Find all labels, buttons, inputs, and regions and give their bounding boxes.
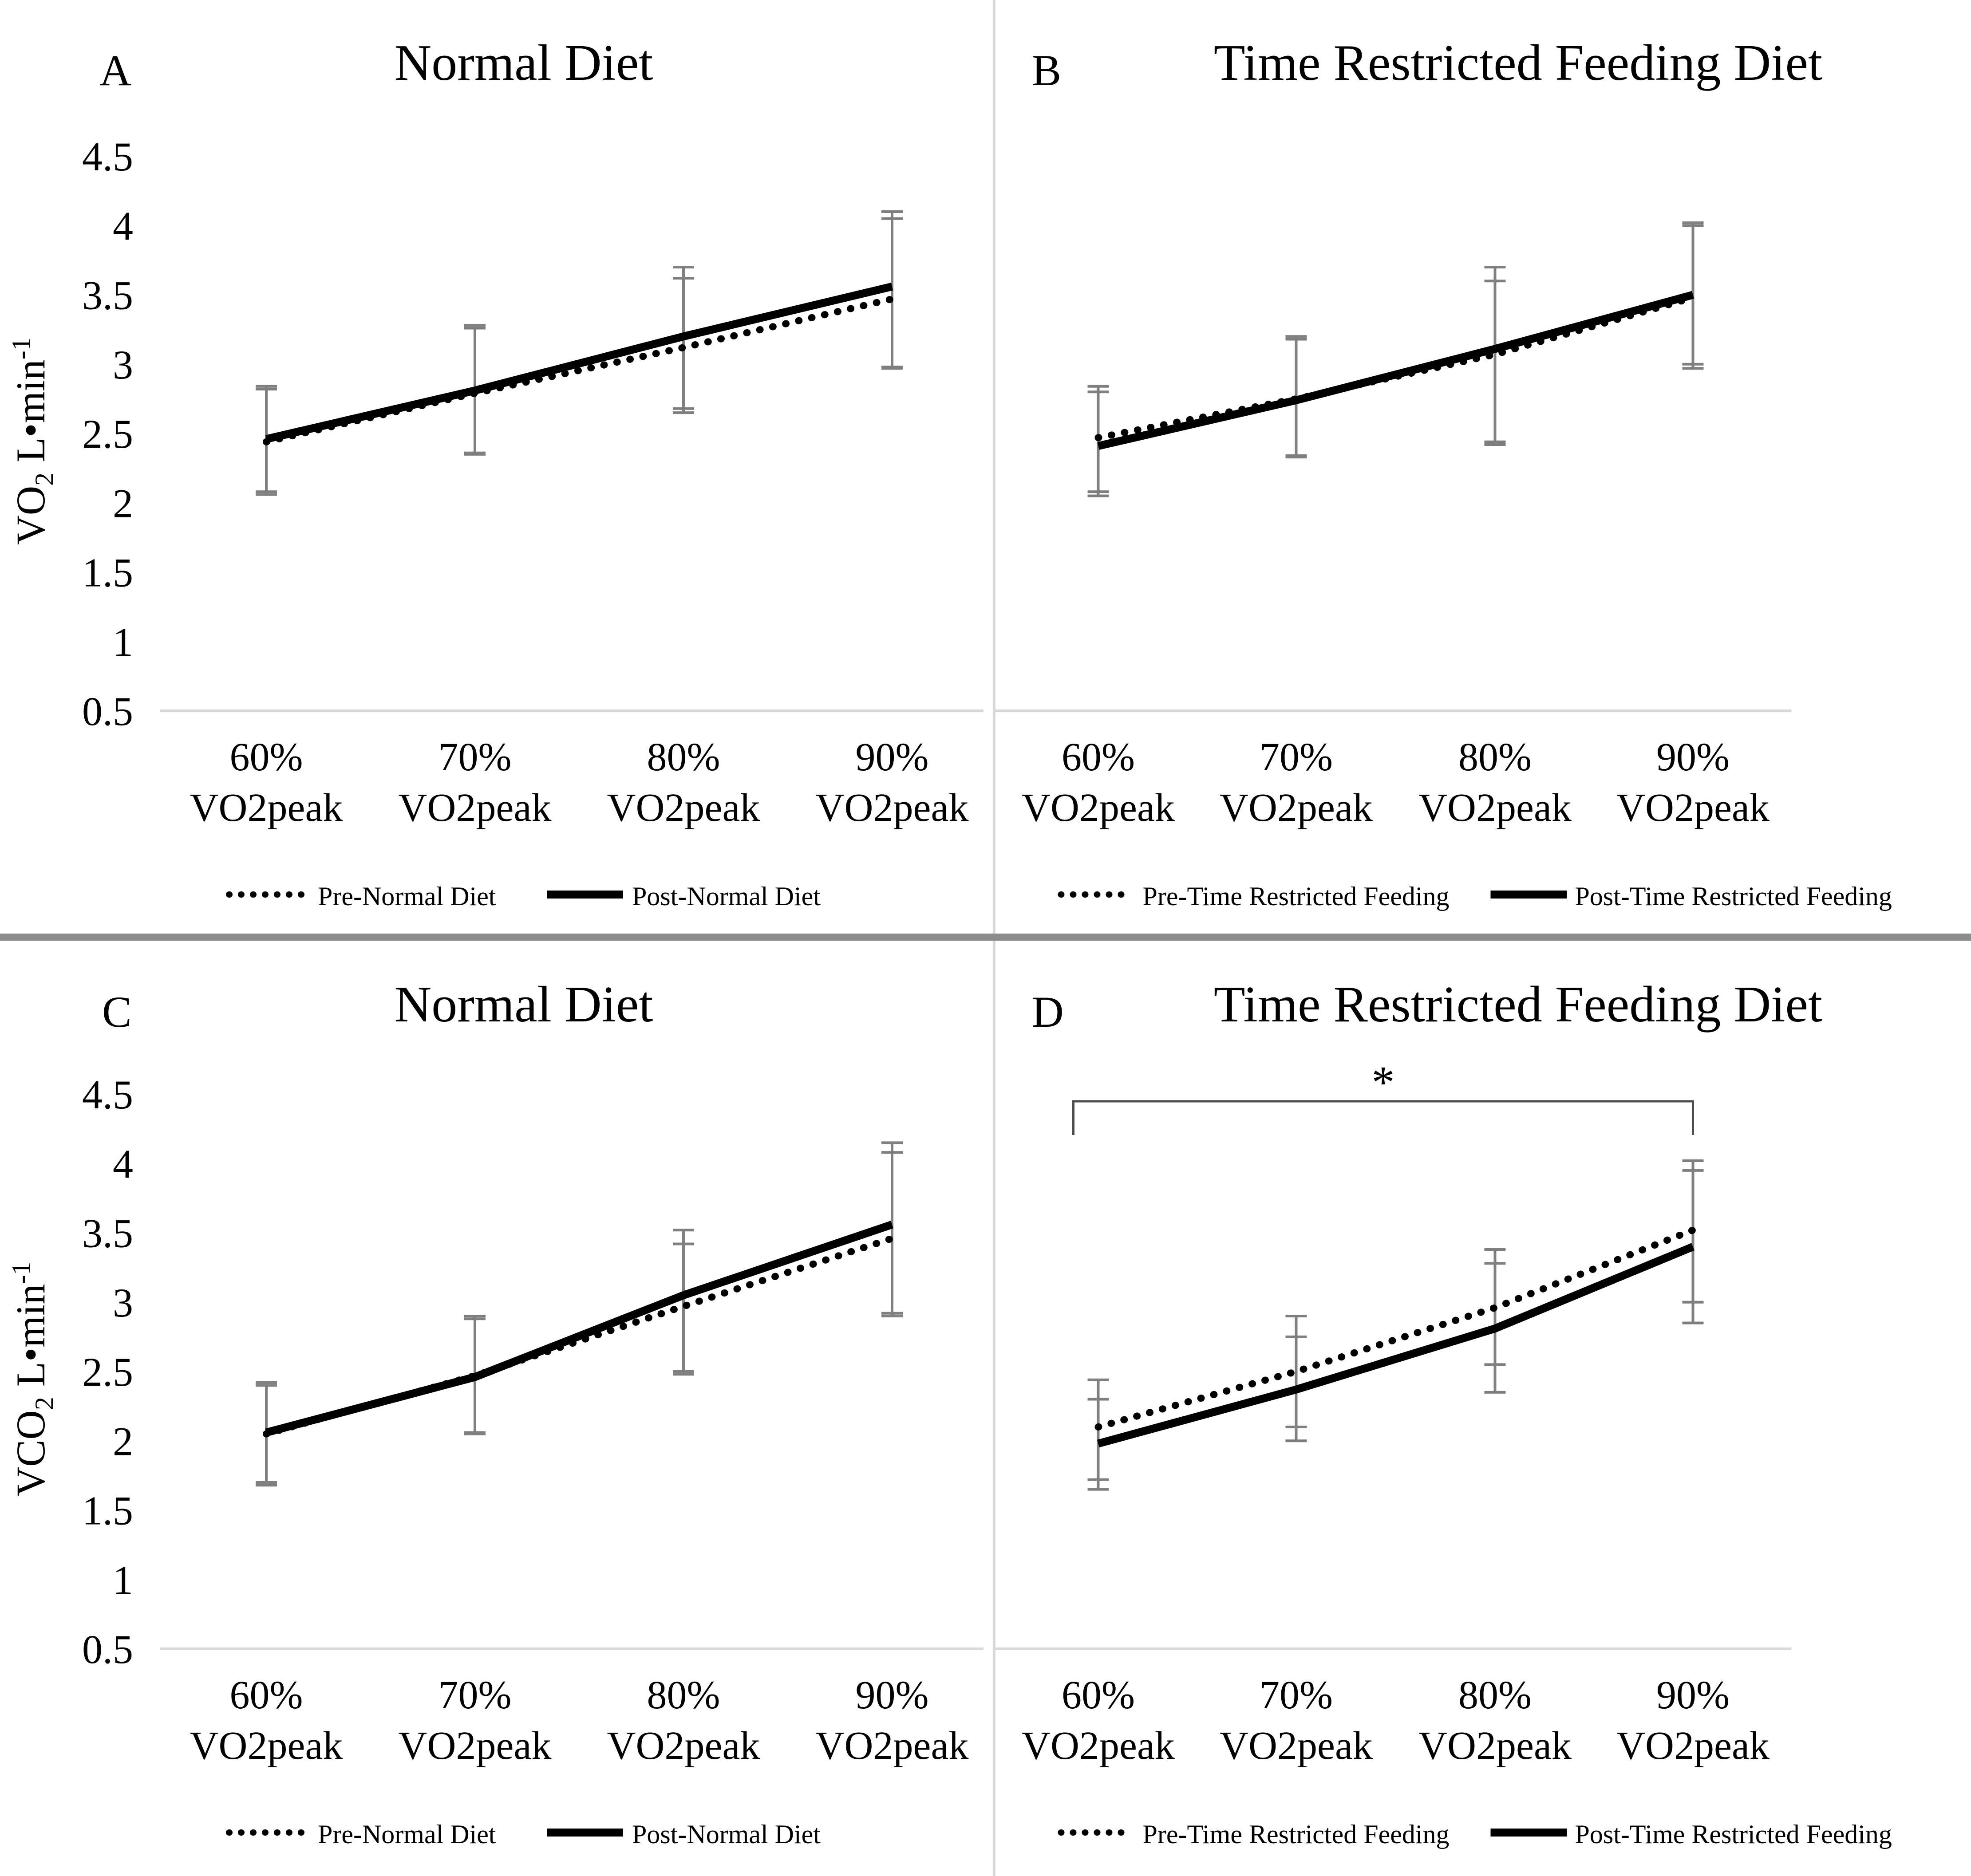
x-tick-label-intensity: 80% [647,1673,720,1717]
x-tick-label-intensity: 70% [438,735,512,779]
panel-d-plot: D Time Restricted Feeding Diet 60% VO2pea… [994,976,1892,1849]
horizontal-panel-divider [0,934,1971,941]
post-series-line [1097,1243,1695,1448]
chart-area: 60% VO2peak 70% VO2peak 80% VO2peak 90% VO2peak… [994,221,1892,911]
panel-label: A [99,46,131,95]
x-tick-label-intensity: 60% [230,735,303,779]
x-tick-label-intensity: 60% [230,1673,303,1717]
panel-label: D [1032,987,1064,1037]
panel-b-vo2-trf-diet: B Time Restricted Feeding Diet 60% VO2pea… [985,0,1971,938]
y-tick-label: 3 [113,342,133,387]
post-series-line [1097,291,1694,450]
legend-pre-label: Pre-Time Restricted Feeding [1143,882,1450,911]
panel-title: Time Restricted Feeding Diet [1214,976,1822,1033]
y-tick-label: 2 [113,1419,133,1464]
panel-b-plot: B Time Restricted Feeding Diet 60% VO2pea… [994,35,1892,911]
y-axis-title: VO2 L•min-1 [7,337,59,544]
y-tick-label: 4 [113,203,133,248]
y-tick-label: 3.5 [82,1211,133,1256]
x-tick-label-vo2peak: VO2peak [399,1724,552,1768]
y-tick-label: 4.5 [82,1072,133,1117]
legend-pre-label: Pre-Time Restricted Feeding [1143,1820,1450,1849]
legend-pre-label: Pre-Normal Diet [318,1820,496,1849]
post-series-line [265,282,893,443]
x-tick-label-intensity: 90% [856,735,929,779]
legend-post-label: Post-Time Restricted Feeding [1575,1820,1892,1849]
x-tick-label-intensity: 90% [1656,735,1730,779]
x-tick-label-vo2peak: VO2peak [816,786,969,830]
chart-area: 0.5 1 1.5 2 2.5 3 3.5 4 4.5 VO2 L•min-1 60% VO2peak… [7,134,984,911]
x-tick-label-intensity: 60% [1062,735,1135,779]
significance-bracket [1072,1100,1694,1135]
x-tick-label-vo2peak: VO2peak [190,1724,343,1768]
y-tick-label: 3 [113,1280,133,1325]
x-tick-label-intensity: 60% [1062,1673,1135,1717]
y-tick-label: 3.5 [82,273,133,318]
x-tick-label-vo2peak: VO2peak [607,1724,760,1768]
y-tick-label: 1.5 [82,1488,133,1533]
x-tick-label-intensity: 80% [647,735,720,779]
x-tick-label-vo2peak: VO2peak [1220,786,1373,830]
x-tick-label-vo2peak: VO2peak [1616,786,1770,830]
x-tick-label-intensity: 70% [1260,1673,1333,1717]
y-tick-label: 4.5 [82,134,133,179]
panel-d-vco2-trf-diet: D Time Restricted Feeding Diet 60% VO2pea… [985,938,1971,1876]
y-tick-label: 4 [113,1141,133,1186]
x-tick-label-vo2peak: VO2peak [1220,1724,1373,1768]
x-tick-label-vo2peak: VO2peak [1022,786,1175,830]
x-tick-label-vo2peak: VO2peak [190,786,343,830]
legend-post-label: Post-Normal Diet [632,882,821,911]
panel-a-plot: A Normal Diet 0.5 1 1.5 2 2.5 3 3.5 4 4.5 VO2 L•m… [7,35,984,911]
y-tick-label: 2.5 [82,411,133,457]
x-tick-label-intensity: 80% [1458,735,1532,779]
y-tick-label: 2.5 [82,1349,133,1395]
panel-label: C [102,987,132,1037]
y-tick-label: 1 [113,619,133,665]
legend-post-label: Post-Time Restricted Feeding [1575,882,1892,911]
x-tick-label-vo2peak: VO2peak [1616,1724,1770,1768]
x-tick-label-intensity: 90% [856,1673,929,1717]
y-tick-label: 1 [113,1557,133,1603]
x-tick-label-intensity: 80% [1458,1673,1532,1717]
y-tick-label: 1.5 [82,550,133,595]
legend-pre-label: Pre-Normal Diet [318,882,496,911]
x-tick-label-vo2peak: VO2peak [816,1724,969,1768]
pre-series-line [1094,1226,1697,1431]
y-tick-label: 2 [113,481,133,526]
x-tick-label-vo2peak: VO2peak [1418,1724,1572,1768]
post-series-line [265,1221,893,1437]
chart-area: 60% VO2peak 70% VO2peak 80% VO2peak 90% VO2peak… [994,1057,1892,1849]
y-tick-label: 0.5 [82,1627,133,1672]
panel-title: Time Restricted Feeding Diet [1214,35,1822,91]
y-tick-label: 0.5 [82,689,133,734]
x-tick-label-vo2peak: VO2peak [1418,786,1572,830]
x-tick-label-vo2peak: VO2peak [399,786,552,830]
legend-post-label: Post-Normal Diet [632,1820,821,1849]
x-tick-label-intensity: 70% [438,1673,512,1717]
panel-a-vo2-normal-diet: A Normal Diet 0.5 1 1.5 2 2.5 3 3.5 4 4.5 VO2 L•m… [0,0,985,938]
panel-label: B [1032,46,1062,95]
x-tick-label-vo2peak: VO2peak [1022,1724,1175,1768]
x-tick-label-vo2peak: VO2peak [607,786,760,830]
panel-c-plot: C Normal Diet 0.5 1 1.5 2 2.5 3 3.5 4 4.5 VCO2 L•… [7,976,984,1849]
panel-title: Normal Diet [394,35,653,91]
x-tick-label-intensity: 70% [1260,735,1333,779]
panel-c-vco2-normal-diet: C Normal Diet 0.5 1 1.5 2 2.5 3 3.5 4 4.5 VCO2 L•… [0,938,985,1876]
y-axis-title: VCO2 L•min-1 [7,1262,59,1497]
chart-area: 0.5 1 1.5 2 2.5 3 3.5 4 4.5 VCO2 L•min-1 60% VO2pea… [7,1072,984,1849]
panel-title: Normal Diet [394,976,653,1033]
x-tick-label-intensity: 90% [1656,1673,1730,1717]
significance-asterisk: * [1372,1057,1395,1108]
